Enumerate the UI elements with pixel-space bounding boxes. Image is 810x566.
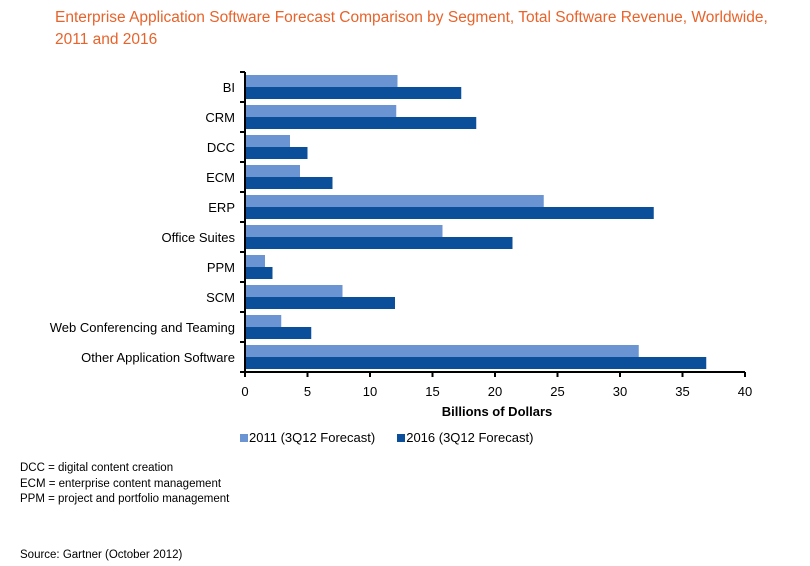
- legend-item-2011: 2011 (3Q12 Forecast): [240, 430, 375, 445]
- note-dcc: DCC = digital content creation: [20, 462, 174, 474]
- category-label-web-conferencing-and-teaming: Web Conferencing and Teaming: [50, 320, 235, 335]
- category-label-office-suites: Office Suites: [162, 230, 236, 245]
- bar-crm-2016: [245, 117, 477, 129]
- axes-group: [240, 71, 746, 377]
- bar-scm-2016: [245, 297, 395, 309]
- x-tick-label-40: 40: [738, 384, 752, 399]
- bar-other-application-software-2011: [245, 345, 639, 357]
- bar-bi-2011: [245, 75, 398, 87]
- category-label-crm: CRM: [205, 110, 235, 125]
- legend-label-2011: 2011 (3Q12 Forecast): [249, 430, 376, 445]
- legend-label-2016: 2016 (3Q12 Forecast): [406, 430, 534, 445]
- chart-title: Enterprise Application Software Forecast…: [55, 9, 768, 48]
- bar-scm-2011: [245, 285, 343, 297]
- x-tick-label-15: 15: [425, 384, 439, 399]
- category-label-ppm: PPM: [207, 260, 235, 275]
- bar-ecm-2016: [245, 177, 333, 189]
- category-label-erp: ERP: [208, 200, 235, 215]
- bar-erp-2016: [245, 207, 654, 219]
- x-axis-title: Billions of Dollars: [442, 404, 553, 419]
- legend-swatch-2016: [397, 433, 406, 442]
- bar-other-application-software-2016: [245, 357, 707, 369]
- x-tick-label-30: 30: [613, 384, 627, 399]
- bar-web-conferencing-and-teaming-2011: [245, 315, 282, 327]
- bar-ppm-2011: [245, 255, 265, 267]
- category-label-dcc: DCC: [207, 140, 235, 155]
- bar-dcc-2011: [245, 135, 290, 147]
- legend: 2011 (3Q12 Forecast) 2016 (3Q12 Forecast…: [240, 430, 533, 445]
- source-note: Source: Gartner (October 2012): [20, 549, 183, 561]
- category-label-scm: SCM: [206, 290, 235, 305]
- x-tick-label-0: 0: [241, 384, 248, 399]
- x-tick-label-5: 5: [304, 384, 311, 399]
- bar-web-conferencing-and-teaming-2016: [245, 327, 312, 339]
- x-tick-label-35: 35: [675, 384, 689, 399]
- category-labels: BI CRM DCC ECM ERP Office Suites PPM SCM Web Con…: [50, 80, 236, 365]
- category-label-other-application-software: Other Application Software: [81, 350, 235, 365]
- x-tick-label-10: 10: [363, 384, 377, 399]
- bar-dcc-2016: [245, 147, 308, 159]
- bar-ecm-2011: [245, 165, 300, 177]
- bar-office-suites-2011: [245, 225, 443, 237]
- category-label-bi: BI: [223, 80, 235, 95]
- bar-bi-2016: [245, 87, 462, 99]
- legend-swatch-2011: [240, 433, 248, 442]
- bar-crm-2011: [245, 105, 397, 117]
- bar-erp-2011: [245, 195, 544, 207]
- bar-ppm-2016: [245, 267, 273, 279]
- abbreviation-notes: DCC = digital content creation ECM = ent…: [20, 461, 229, 508]
- x-tick-labels: 0 5 10 15 20 25 30 35 40: [241, 384, 752, 399]
- x-tick-label-20: 20: [488, 384, 502, 399]
- category-label-ecm: ECM: [206, 170, 235, 185]
- note-ecm: ECM = enterprise content management: [20, 477, 222, 490]
- x-tick-label-25: 25: [550, 384, 564, 399]
- legend-item-2016: 2016 (3Q12 Forecast): [397, 430, 533, 445]
- bar-office-suites-2016: [245, 237, 513, 249]
- bar-chart: BI CRM DCC ECM ERP Office Suites PPM SCM Web Con…: [50, 71, 752, 419]
- bars-group: [245, 75, 707, 369]
- note-ppm: PPM = project and portfolio management: [20, 493, 230, 505]
